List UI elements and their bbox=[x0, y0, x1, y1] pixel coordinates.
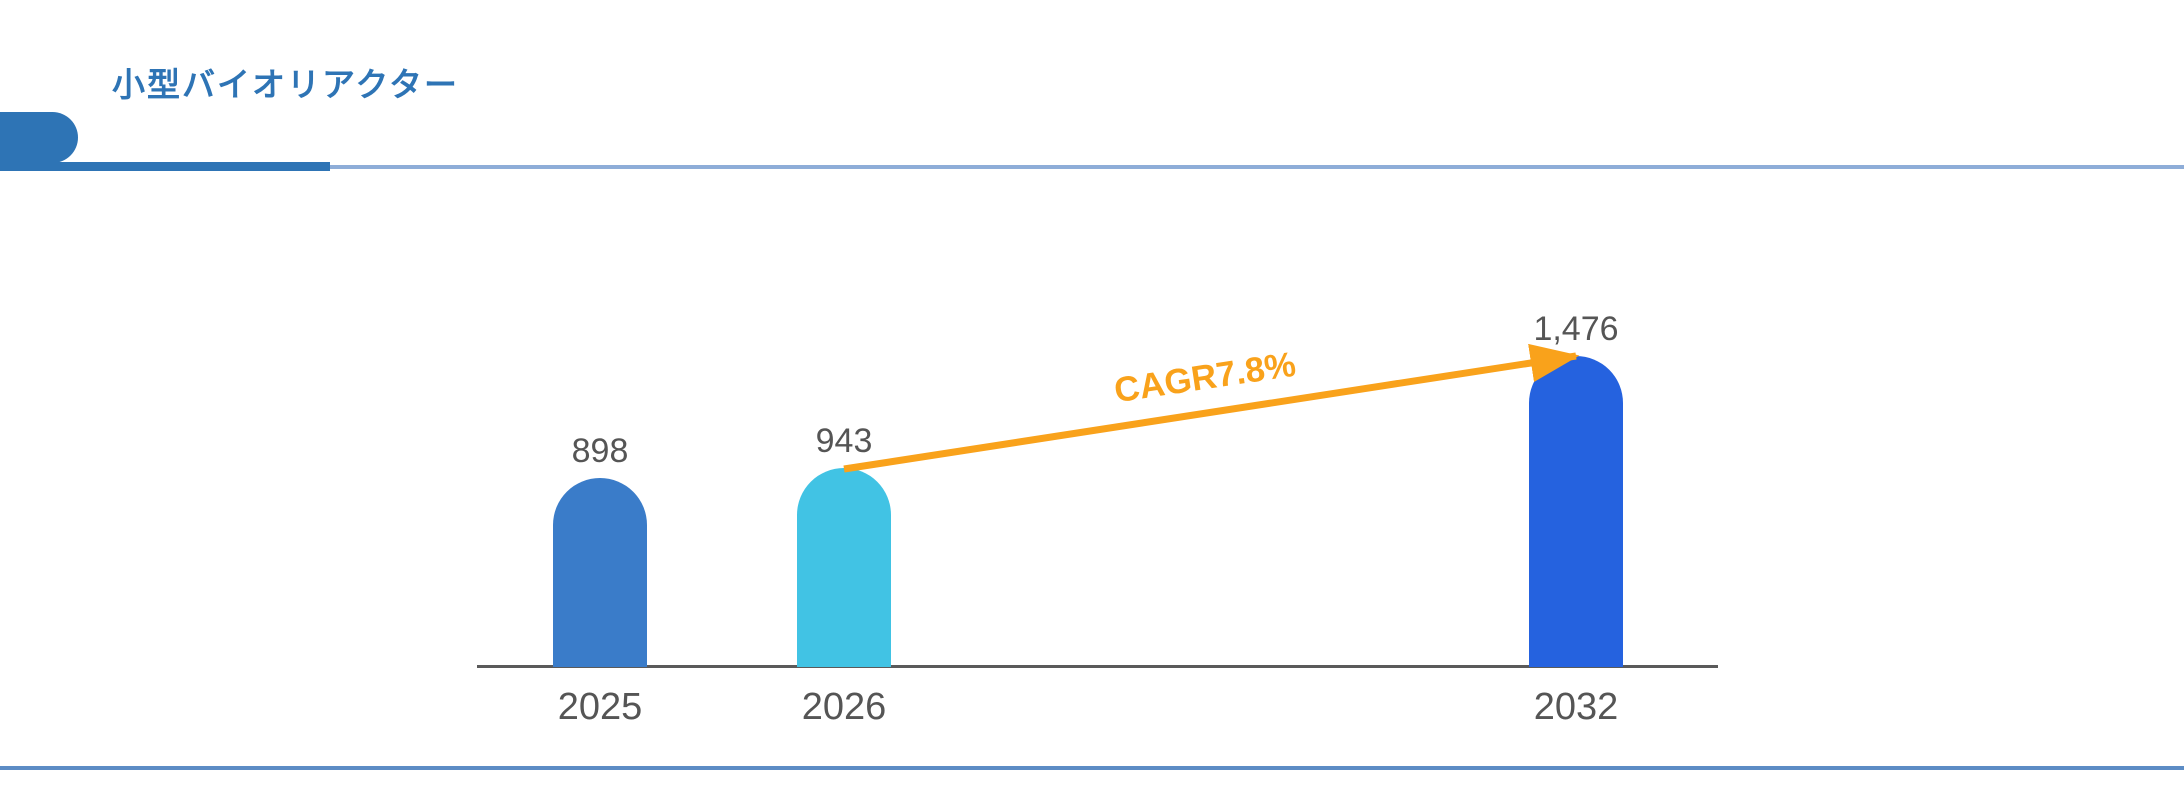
bar-value-label: 1,476 bbox=[1533, 310, 1619, 348]
bottom-divider bbox=[0, 766, 2184, 770]
header-underline-thick bbox=[0, 162, 330, 171]
bar-value-label: 898 bbox=[571, 432, 629, 470]
x-tick-label: 2032 bbox=[1533, 686, 1619, 728]
header-underline-thin bbox=[330, 165, 2184, 169]
header-tab-shape bbox=[0, 112, 78, 163]
bar-2032 bbox=[1529, 356, 1623, 667]
x-tick-label: 2025 bbox=[557, 686, 643, 728]
x-axis-line bbox=[477, 665, 1718, 668]
cagr-label: CAGR7.8% bbox=[1111, 344, 1299, 411]
bar-value-label: 943 bbox=[815, 422, 873, 460]
bar-2026 bbox=[797, 468, 891, 667]
page-title: 小型バイオリアクター bbox=[112, 66, 460, 103]
x-tick-label: 2026 bbox=[801, 686, 887, 728]
bar-2025 bbox=[553, 478, 647, 667]
